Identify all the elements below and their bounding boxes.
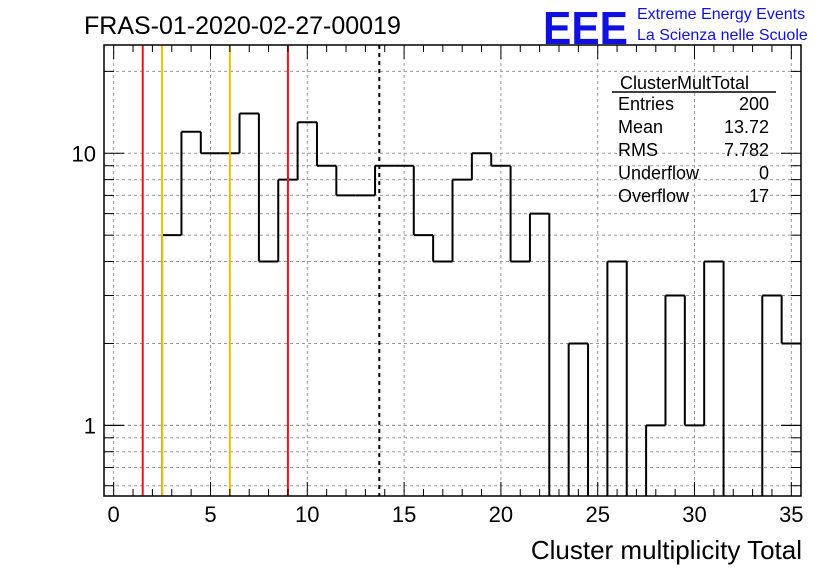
histogram-bin <box>470 152 492 180</box>
stats-title: ClusterMultTotal <box>620 73 749 93</box>
histogram-bin <box>180 130 201 236</box>
cut-lines <box>141 45 381 496</box>
x-tick-label: 30 <box>682 502 706 527</box>
stats-value-mean: 13.72 <box>724 117 769 137</box>
x-tick-label: 15 <box>392 502 416 527</box>
histogram-bin <box>451 178 472 262</box>
histogram-bin <box>683 295 705 427</box>
stats-label-rms: RMS <box>618 140 658 160</box>
axis-ticks: 0 5 10 15 20 25 30 35 1 10 <box>72 45 804 527</box>
histogram-bin <box>703 260 724 426</box>
y-tick-label: 10 <box>72 141 96 166</box>
histogram-bin <box>528 212 550 262</box>
histogram-bin <box>490 153 511 167</box>
eee-logo: EEE <box>543 2 628 54</box>
x-tick-label: 20 <box>489 502 513 527</box>
histogram-bin <box>664 294 685 426</box>
histogram-bin <box>761 294 782 496</box>
x-tick-label: 10 <box>295 502 319 527</box>
histogram-bin <box>238 112 259 154</box>
histogram-bin <box>161 234 182 496</box>
histogram-bin <box>315 122 337 167</box>
histogram-bin <box>606 260 627 496</box>
histogram-bin <box>374 164 395 196</box>
histogram-bin <box>296 121 317 180</box>
histogram-bin <box>412 165 434 237</box>
plot-frame <box>103 44 802 497</box>
stats-label-overflow: Overflow <box>618 186 690 206</box>
stats-label-mean: Mean <box>618 117 663 137</box>
histogram-bin <box>432 235 453 263</box>
stats-label-underflow: Underflow <box>618 163 700 183</box>
stats-value-rms: 7.782 <box>724 140 769 160</box>
x-tick-label: 0 <box>108 502 120 527</box>
histogram-bin <box>257 113 279 263</box>
plot-border <box>103 44 802 497</box>
histogram-bin <box>335 165 356 197</box>
eee-logo-line2: La Scienza nelle Scuole <box>637 27 808 44</box>
histogram-bin <box>567 342 589 496</box>
histogram-bin <box>645 424 666 496</box>
histogram-bin <box>199 131 221 155</box>
x-tick-label: 35 <box>779 502 803 527</box>
stats-box: ClusterMultTotal Entries 200 Mean 13.72 … <box>612 73 776 206</box>
stats-value-overflow: 17 <box>749 186 769 206</box>
x-tick-label: 25 <box>585 502 609 527</box>
y-tick-label: 1 <box>84 413 96 438</box>
histogram-bin <box>780 295 801 345</box>
stats-label-entries: Entries <box>618 94 674 114</box>
run-title: FRAS-01-2020-02-27-00019 <box>84 12 401 40</box>
histogram-bin <box>509 165 530 263</box>
grid <box>104 45 801 496</box>
stats-value-underflow: 0 <box>759 163 769 183</box>
stats-value-entries: 200 <box>739 94 769 114</box>
eee-logo-line1: Extreme Energy Events <box>637 6 805 23</box>
x-axis-title: Cluster multiplicity Total <box>531 535 802 565</box>
x-tick-label: 5 <box>204 502 216 527</box>
